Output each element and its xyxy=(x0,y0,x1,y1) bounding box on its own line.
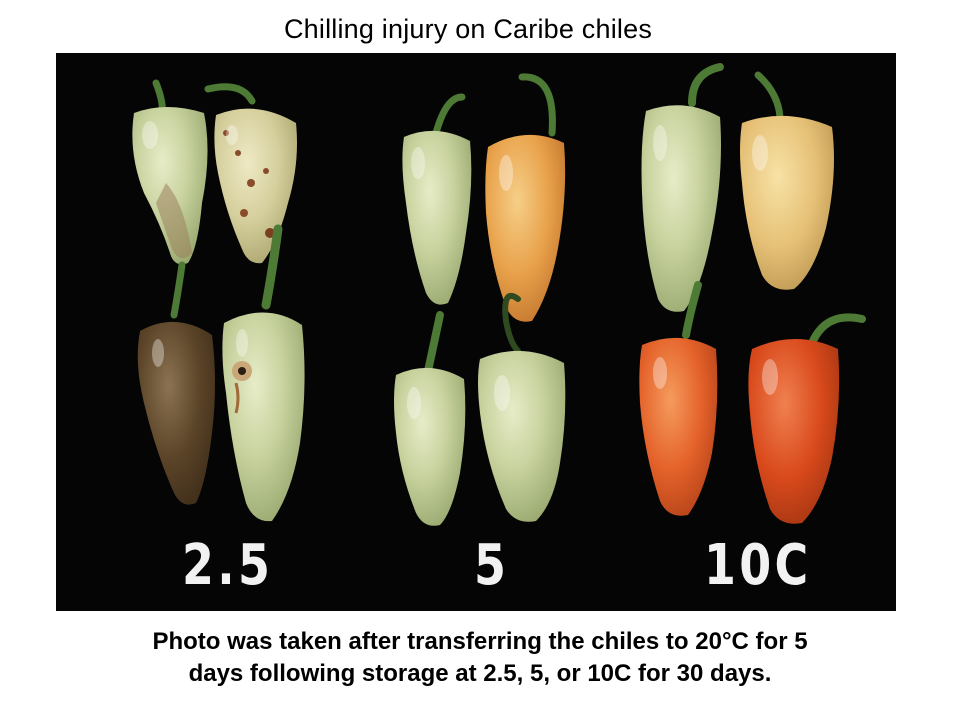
photo-caption: Photo was taken after transferring the c… xyxy=(0,626,960,690)
chile-5-bottom-left xyxy=(394,311,466,526)
chile-5-bottom-right xyxy=(478,292,566,522)
temp-label-10c: 10C xyxy=(704,533,812,598)
chile-10c-bottom-right xyxy=(748,313,866,524)
chile-10c-top-right xyxy=(740,71,834,290)
chile-2-5-bottom-left xyxy=(137,261,215,505)
chile-2-5-top-right xyxy=(204,83,297,264)
caption-line-1: Photo was taken after transferring the c… xyxy=(152,628,808,655)
chile-highlights xyxy=(142,121,778,419)
chile-2-5-bottom-right xyxy=(222,224,305,522)
chile-2-5-top-left xyxy=(132,79,208,265)
chile-5-top-right xyxy=(485,73,566,322)
temp-label-5: 5 xyxy=(474,533,510,598)
chile-10c-bottom-left xyxy=(639,281,718,516)
temp-label-2-5: 2.5 xyxy=(182,533,274,598)
chile-photo: 2.5 5 10C xyxy=(56,53,896,611)
chile-photo-illustration xyxy=(132,63,866,526)
caption-line-2: days following storage at 2.5, 5, or 10C… xyxy=(188,660,772,687)
slide-title: Chilling injury on Caribe chiles xyxy=(283,14,653,44)
chile-10c-top-left xyxy=(641,63,724,312)
chile-5-top-left xyxy=(402,93,472,305)
